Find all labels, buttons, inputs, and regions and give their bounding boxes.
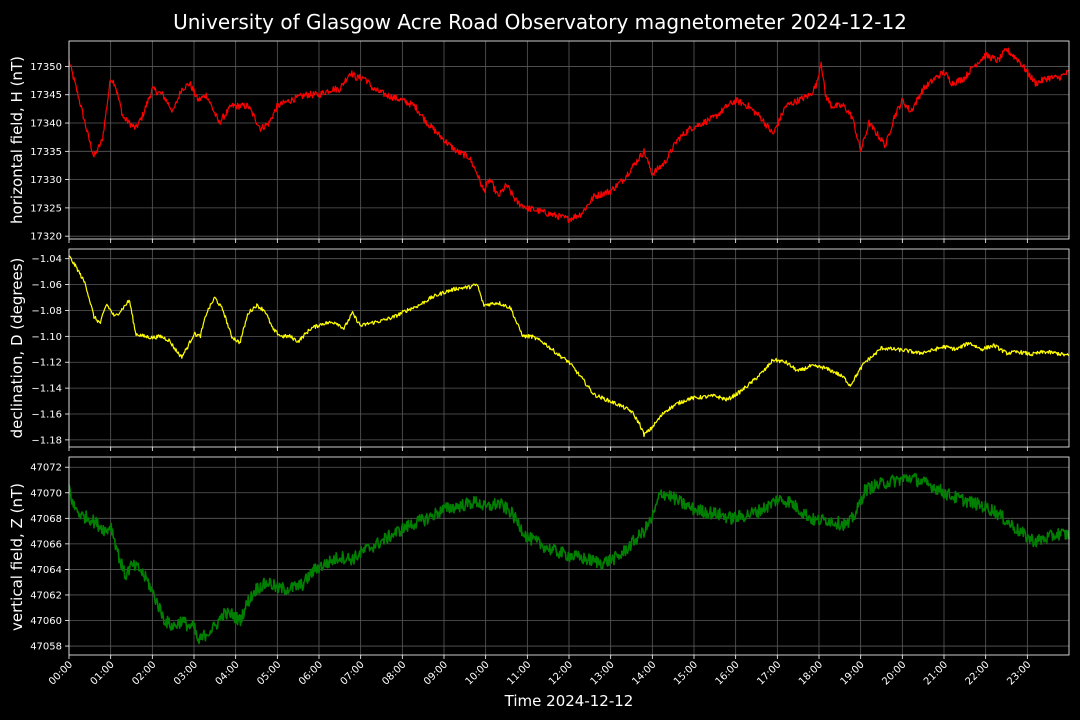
y-tick-label: −1.16 (31, 410, 62, 421)
y-tick-label: −1.06 (31, 280, 62, 291)
grid-horizontal (68, 41, 1069, 239)
y-tick-label: 47072 (30, 463, 62, 474)
y-axis-label-horizontal: horizontal field, H (nT) (8, 56, 26, 224)
x-tick-label: 04:00 (214, 659, 242, 687)
grid-declination (68, 249, 1069, 447)
ticks-horizontal: 17320 17325 17330 17335 17340 17345 17350 (30, 62, 1028, 243)
y-tick-label: 17330 (30, 175, 62, 186)
x-tick-label: 00:00 (47, 659, 75, 687)
series-line (68, 255, 1070, 438)
y-tick-label: −1.14 (31, 384, 62, 395)
series-line-horizontal (68, 47, 1070, 224)
y-tick-label: 17350 (30, 62, 62, 73)
grid-vertical (68, 457, 1069, 655)
y-tick-label: 17325 (30, 203, 62, 214)
y-tick-label: −1.08 (31, 306, 62, 317)
panel-declination: −1.18 −1.16 −1.14 −1.12 −1.10 −1.08 −1.06 −1.04… (8, 248, 1070, 451)
x-tick-label: 06:00 (297, 659, 325, 687)
y-tick-label: 17345 (30, 90, 62, 101)
panel-vertical-field: 00:00 01:00 02:00 03:00 04:00 05:00 06:00 07:00… (8, 456, 1070, 688)
x-tick-label: 13:00 (589, 659, 617, 687)
y-tick-label: −1.18 (31, 435, 62, 446)
x-tick-label: 22:00 (964, 659, 992, 687)
ticks-declination: −1.18 −1.16 −1.14 −1.12 −1.10 −1.08 −1.06 −1.04 (31, 254, 1028, 451)
x-tick-label: 01:00 (89, 659, 117, 687)
y-tick-label: 47066 (30, 539, 62, 550)
figure-title: University of Glasgow Acre Road Observat… (173, 10, 907, 34)
x-tick-label: 16:00 (714, 659, 742, 687)
y-tick-label: −1.12 (31, 358, 62, 369)
x-tick-label: 09:00 (422, 659, 450, 687)
y-tick-label: 47062 (30, 590, 62, 601)
ticks-vertical: 00:00 01:00 02:00 03:00 04:00 05:00 06:00 07:00… (30, 463, 1033, 688)
panel-horizontal-field: 17320 17325 17330 17335 17340 17345 17350 hori… (8, 40, 1070, 243)
x-tick-label: 23:00 (1005, 659, 1033, 687)
y-axis-label-declination: declination, D (degrees) (8, 258, 26, 439)
y-tick-label: 47064 (30, 565, 62, 576)
series-line (68, 472, 1070, 645)
series-line-vertical (68, 472, 1070, 645)
x-tick-label: 12:00 (547, 659, 575, 687)
y-tick-label: 47068 (30, 514, 62, 525)
x-tick-label: 21:00 (922, 659, 950, 687)
x-tick-label: 07:00 (339, 659, 367, 687)
x-tick-label: 02:00 (130, 659, 158, 687)
y-tick-label: 47070 (30, 488, 62, 499)
x-tick-label: 05:00 (255, 659, 283, 687)
x-tick-label: 03:00 (172, 659, 200, 687)
x-tick-label: 19:00 (839, 659, 867, 687)
x-tick-label: 18:00 (797, 659, 825, 687)
y-tick-label: −1.04 (31, 254, 62, 265)
y-tick-label: 17335 (30, 147, 62, 158)
y-tick-label: 17320 (30, 232, 62, 243)
y-tick-label: 17340 (30, 119, 62, 130)
x-tick-label: 08:00 (380, 659, 408, 687)
x-tick-label: 20:00 (880, 659, 908, 687)
y-tick-label: 47060 (30, 616, 62, 627)
series-line-declination (68, 255, 1070, 438)
x-tick-label: 17:00 (755, 659, 783, 687)
x-tick-label: 14:00 (630, 659, 658, 687)
x-axis-label: Time 2024-12-12 (504, 692, 634, 710)
x-tick-label: 11:00 (505, 659, 533, 687)
y-tick-label: −1.10 (31, 332, 62, 343)
series-line (68, 47, 1070, 224)
y-axis-label-vertical: vertical field, Z (nT) (8, 483, 26, 631)
x-tick-label: 15:00 (672, 659, 700, 687)
x-tick-label: 10:00 (464, 659, 492, 687)
y-tick-label: 47058 (30, 642, 62, 653)
